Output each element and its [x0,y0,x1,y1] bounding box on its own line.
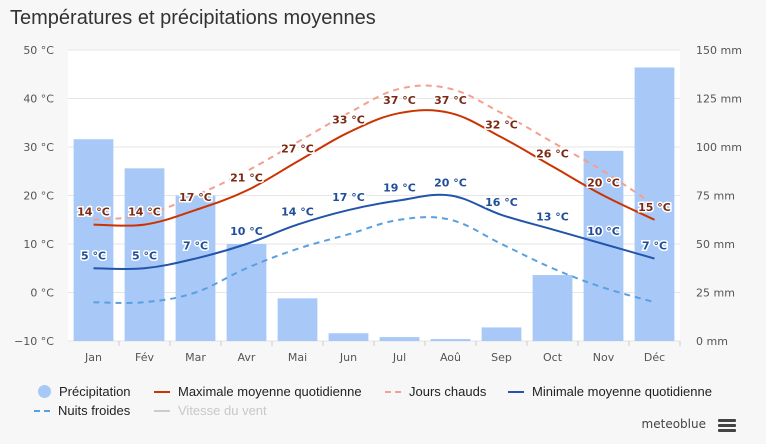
x-tick-label: Sep [491,351,512,364]
data-label: 17 °C [179,191,212,204]
data-label: 10 °C [587,225,620,238]
series-line-nuits-froides [93,216,655,304]
precipitation-bar [634,67,675,342]
legend-swatch-cold-nights [34,409,50,412]
legend-swatch-wind [154,409,170,412]
x-tick-label: Déc [644,351,665,364]
menu-bar [718,429,736,432]
series-line-jours-chauds [93,84,656,221]
y-right-tick-label: 0 mm [696,335,728,348]
legend-item-hot-days[interactable]: Jours chauds [385,384,486,399]
precipitation-bar [481,327,522,341]
y-left-tick-label: 20 °C [23,190,54,203]
brand-label: meteoblue [641,417,706,431]
precipitation-bar [532,275,573,341]
precipitation-bar [277,298,318,341]
data-label: 13 °C [536,210,569,223]
data-label: 7 °C [183,240,208,253]
hamburger-menu-icon[interactable] [718,419,736,433]
precipitation-bar [430,339,471,341]
legend-label-wind: Vitesse du vent [178,403,267,418]
data-label: 37 °C [383,94,416,107]
data-label: 14 °C [77,206,110,219]
y-left-tick-label: 50 °C [23,44,54,57]
y-right-tick-label: 25 mm [696,287,735,300]
data-label: 33 °C [332,113,365,126]
legend-label-hot-days: Jours chauds [409,384,487,399]
legend-item-max[interactable]: Maximale moyenne quotidienne [154,384,362,399]
precipitation-bar [73,139,114,341]
y-left-tick-label: 10 °C [23,238,54,251]
data-label: 5 °C [132,249,157,262]
series-line-minimale-moyenne-quotidienne [93,193,655,271]
legend-swatch-max [154,390,170,393]
y-right-tick-label: 75 mm [696,190,735,203]
data-label: 32 °C [485,118,518,131]
legend-swatch-precipitation [38,385,51,398]
menu-bar [718,424,736,427]
data-label: 20 °C [587,177,620,190]
legend-item-wind[interactable]: Vitesse du vent [154,403,267,418]
chart-svg: 50 °C 150 mm 40 °C 125 mm 30 °C 100 mm 20 °C 75… [14,44,742,364]
data-label: 14 °C [128,206,161,219]
data-label: 20 °C [434,177,467,190]
x-tick-label: Mar [185,351,206,364]
data-label: 15 °C [638,201,671,214]
legend-label-min: Minimale moyenne quotidienne [532,384,712,399]
legend-label-cold-nights: Nuits froides [58,403,131,418]
data-label: 37 °C [434,94,467,107]
precipitation-bar [328,333,369,341]
precipitation-bar [175,195,216,341]
y-right-tick-label: 50 mm [696,238,735,251]
precipitation-bar [379,337,420,341]
data-label: 7 °C [642,240,667,253]
data-label: 5 °C [81,249,106,262]
legend-item-cold-nights[interactable]: Nuits froides [34,403,130,418]
data-label: 19 °C [383,181,416,194]
legend-swatch-hot-days [385,390,401,393]
x-tick-label: Jan [84,351,102,364]
x-tick-label: Avr [238,351,256,364]
precipitation-bar [226,244,267,341]
data-label: 10 °C [230,225,263,238]
chart-title: Températures et précipitations moyennes [10,7,376,29]
precipitation-bar [583,150,624,341]
precipitation-bar [124,168,165,341]
x-tick-label: Nov [593,351,615,364]
y-right-tick-label: 125 mm [696,93,742,106]
y-left-tick-label: 30 °C [23,141,54,154]
y-left-tick-label: 40 °C [23,93,54,106]
data-label: 14 °C [281,206,314,219]
y-left-tick-label: −10 °C [14,335,54,348]
legend-swatch-min [508,390,524,393]
x-tick-label: Aoû [440,351,461,364]
y-right-tick-label: 100 mm [696,141,742,154]
x-tick-label: Jul [392,351,406,364]
y-right-tick-label: 150 mm [696,44,742,57]
legend-label-precipitation: Précipitation [59,384,131,399]
data-label: 17 °C [332,191,365,204]
data-label: 26 °C [536,147,569,160]
menu-bar [718,419,736,422]
x-tick-label: Mai [288,351,307,364]
series-line-maximale-moyenne-quotidienne [93,109,655,227]
x-tick-label: Oct [543,351,563,364]
legend-item-min[interactable]: Minimale moyenne quotidienne [508,384,712,399]
x-tick-label: Jun [339,351,357,364]
data-label: 27 °C [281,143,314,156]
data-label: 21 °C [230,172,263,185]
data-label: 16 °C [485,196,518,209]
legend-label-max: Maximale moyenne quotidienne [178,384,362,399]
legend-item-precipitation[interactable]: Précipitation [38,384,131,399]
x-tick-label: Fév [135,351,154,364]
y-left-tick-label: 0 °C [30,287,54,300]
